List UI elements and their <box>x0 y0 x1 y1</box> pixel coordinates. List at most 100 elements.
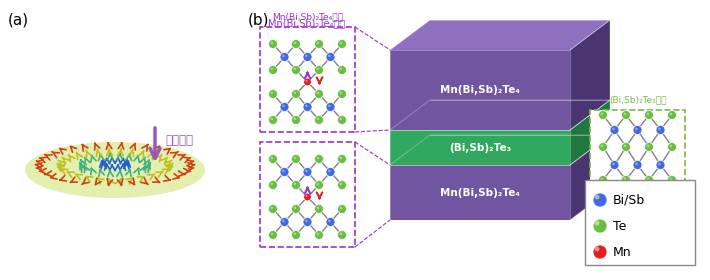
Circle shape <box>633 160 642 169</box>
Circle shape <box>293 67 296 70</box>
Circle shape <box>317 118 320 120</box>
Circle shape <box>326 102 335 111</box>
Circle shape <box>268 181 278 190</box>
Ellipse shape <box>25 142 205 198</box>
Circle shape <box>647 144 649 147</box>
Circle shape <box>337 116 346 125</box>
Circle shape <box>601 113 604 115</box>
Circle shape <box>647 113 649 115</box>
Circle shape <box>339 67 342 70</box>
Circle shape <box>293 157 296 159</box>
Circle shape <box>656 125 665 134</box>
Circle shape <box>339 41 342 44</box>
Circle shape <box>293 41 296 44</box>
Circle shape <box>268 155 278 164</box>
Circle shape <box>623 113 626 115</box>
Text: Mn(Bi,Sb)₂Te₄: Mn(Bi,Sb)₂Te₄ <box>440 188 520 197</box>
Text: Mn(Bi,Sb)₂Te₄結晶: Mn(Bi,Sb)₂Te₄結晶 <box>272 12 343 21</box>
Circle shape <box>303 102 312 111</box>
Circle shape <box>292 39 300 48</box>
Circle shape <box>268 230 278 239</box>
Circle shape <box>271 183 273 185</box>
Circle shape <box>305 169 307 172</box>
Circle shape <box>315 116 324 125</box>
Circle shape <box>317 183 320 185</box>
Circle shape <box>293 118 296 120</box>
Circle shape <box>292 66 300 74</box>
Circle shape <box>610 125 619 134</box>
Circle shape <box>303 218 312 227</box>
Circle shape <box>593 193 607 207</box>
Circle shape <box>305 104 307 107</box>
Circle shape <box>593 219 607 233</box>
Circle shape <box>667 143 677 151</box>
Text: (a): (a) <box>8 12 29 27</box>
Circle shape <box>317 207 320 209</box>
Circle shape <box>268 116 278 125</box>
Circle shape <box>623 144 626 147</box>
Circle shape <box>317 232 320 235</box>
Circle shape <box>656 160 665 169</box>
Circle shape <box>337 39 346 48</box>
Circle shape <box>667 111 677 120</box>
Circle shape <box>670 113 672 115</box>
Circle shape <box>317 157 320 159</box>
Circle shape <box>610 160 619 169</box>
Circle shape <box>599 111 608 120</box>
Circle shape <box>315 181 324 190</box>
Text: (Bi,Sb)₂Te₃: (Bi,Sb)₂Te₃ <box>449 143 511 153</box>
Circle shape <box>645 143 653 151</box>
Circle shape <box>305 80 307 82</box>
Polygon shape <box>390 100 610 130</box>
Circle shape <box>315 155 324 164</box>
Circle shape <box>292 230 300 239</box>
Circle shape <box>339 92 342 94</box>
Circle shape <box>271 157 273 159</box>
Circle shape <box>326 53 335 62</box>
Circle shape <box>328 104 331 107</box>
Circle shape <box>635 127 638 130</box>
Circle shape <box>658 127 661 130</box>
Text: Mn(Bi,Sb)₂Te₄結晶: Mn(Bi,Sb)₂Te₄結晶 <box>268 18 346 28</box>
Circle shape <box>315 204 324 214</box>
Circle shape <box>280 53 289 62</box>
Circle shape <box>303 53 312 62</box>
Circle shape <box>271 41 273 44</box>
Circle shape <box>339 183 342 185</box>
Circle shape <box>303 167 312 176</box>
Circle shape <box>337 204 346 214</box>
Polygon shape <box>390 165 570 220</box>
Text: (Bi,Sb)₂Te₃結晶: (Bi,Sb)₂Te₃結晶 <box>608 95 666 104</box>
Circle shape <box>305 220 307 222</box>
Circle shape <box>612 127 615 130</box>
Circle shape <box>317 67 320 70</box>
Circle shape <box>305 55 307 57</box>
Circle shape <box>271 67 273 70</box>
Circle shape <box>670 178 672 180</box>
Circle shape <box>612 162 615 165</box>
Polygon shape <box>390 135 610 165</box>
Text: (b): (b) <box>248 12 270 27</box>
Circle shape <box>271 92 273 94</box>
Circle shape <box>315 66 324 74</box>
Circle shape <box>271 118 273 120</box>
Circle shape <box>337 66 346 74</box>
Polygon shape <box>390 20 610 50</box>
Circle shape <box>304 193 311 201</box>
Circle shape <box>292 90 300 99</box>
Circle shape <box>280 167 289 176</box>
FancyBboxPatch shape <box>260 27 355 132</box>
FancyBboxPatch shape <box>585 180 695 265</box>
Circle shape <box>647 178 649 180</box>
Circle shape <box>268 90 278 99</box>
Circle shape <box>633 125 642 134</box>
Circle shape <box>594 221 599 225</box>
Circle shape <box>635 162 638 165</box>
Circle shape <box>326 167 335 176</box>
Circle shape <box>601 178 604 180</box>
Circle shape <box>293 232 296 235</box>
Circle shape <box>594 246 599 251</box>
Polygon shape <box>570 100 610 165</box>
Circle shape <box>293 92 296 94</box>
Circle shape <box>268 204 278 214</box>
